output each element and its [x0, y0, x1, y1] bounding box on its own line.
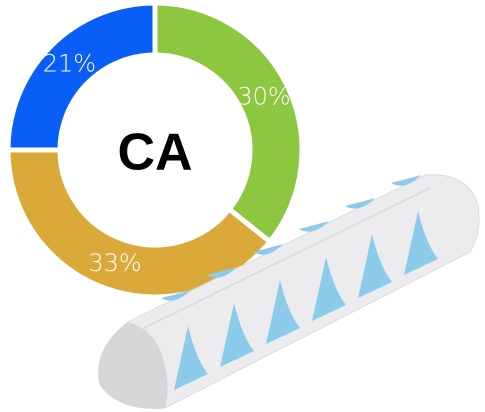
donut: 30% 33% 21% [5, 0, 305, 300]
value-label: 30% [237, 83, 290, 111]
drop [161, 290, 191, 301]
drop [207, 267, 237, 278]
donut-segment [5, 0, 158, 153]
illustration [98, 174, 480, 410]
center-label: CA [117, 124, 192, 182]
drop [174, 326, 208, 390]
drop [404, 211, 438, 275]
drop [391, 175, 421, 186]
drop [312, 257, 346, 321]
bar-edge [139, 187, 431, 331]
drop [358, 234, 392, 298]
donut-segment [152, 0, 305, 246]
drop [345, 198, 375, 209]
bar-end-cap [98, 322, 168, 409]
pattern [161, 175, 438, 390]
drop [299, 221, 329, 232]
value-label: 33% [88, 249, 141, 277]
value-label: 21% [43, 49, 96, 77]
drop [220, 303, 254, 367]
drop [253, 244, 283, 255]
drop [266, 280, 300, 344]
